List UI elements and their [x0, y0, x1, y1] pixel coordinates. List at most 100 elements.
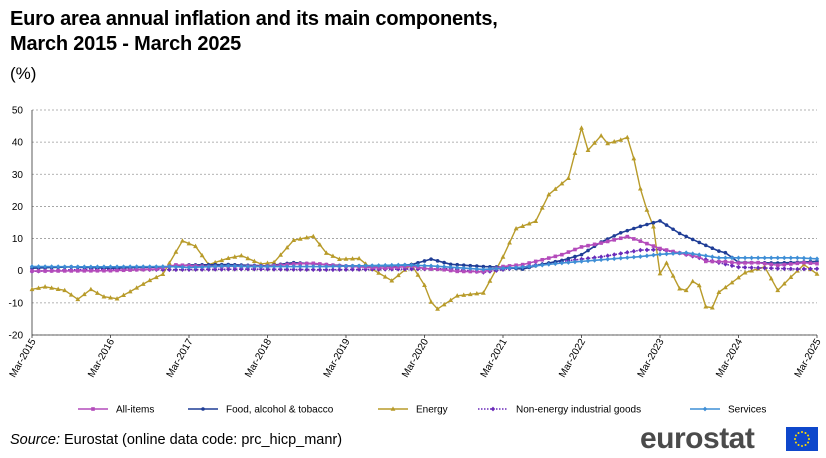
- data-point: [696, 282, 702, 288]
- legend-item-energy: Energy: [378, 405, 448, 416]
- data-point: [703, 253, 708, 259]
- data-point: [30, 269, 34, 273]
- data-point: [540, 262, 545, 268]
- data-point: [651, 252, 656, 258]
- data-point: [605, 239, 610, 244]
- x-tick-label: Mar-2021: [479, 337, 510, 380]
- chart-title: Euro area annual inflation and its main …: [10, 7, 710, 57]
- data-point: [546, 191, 552, 197]
- x-tick-label: Mar-2015: [8, 337, 39, 380]
- data-point: [723, 261, 728, 267]
- data-point: [624, 134, 630, 140]
- data-point: [382, 274, 388, 279]
- data-point: [520, 264, 525, 270]
- data-point: [658, 246, 662, 251]
- data-point: [677, 231, 682, 236]
- data-point: [415, 263, 421, 268]
- legend-label: Services: [728, 405, 766, 416]
- data-point: [318, 262, 322, 266]
- x-axis: Mar-2015 Mar-2016 Mar-2017 Mar-2018 Mar-2019…: [8, 334, 824, 380]
- data-point: [389, 262, 394, 268]
- data-point: [435, 267, 440, 272]
- data-point: [428, 263, 434, 269]
- data-point: [284, 264, 290, 269]
- data-point: [749, 268, 754, 273]
- data-point: [585, 258, 591, 264]
- data-point: [808, 266, 813, 272]
- data-point: [625, 234, 630, 239]
- data-point: [645, 241, 649, 246]
- data-point: [42, 264, 48, 270]
- data-point: [573, 247, 577, 252]
- data-point: [612, 252, 617, 258]
- data-point: [154, 264, 159, 269]
- data-point: [356, 255, 362, 261]
- x-tick-label: Mar-2017: [165, 337, 196, 380]
- legend-label: All-items: [116, 405, 154, 416]
- data-point: [376, 263, 381, 268]
- legend-item-services: Services: [690, 405, 766, 416]
- data-point: [180, 267, 185, 273]
- data-point: [723, 255, 728, 261]
- data-point: [657, 271, 663, 276]
- x-tick-label: Mar-2022: [557, 337, 588, 380]
- data-point: [631, 248, 637, 254]
- data-point: [494, 266, 499, 272]
- y-tick-label: -10: [9, 298, 24, 309]
- data-point: [166, 260, 172, 265]
- y-tick-label: 30: [12, 170, 24, 181]
- data-point: [671, 227, 675, 232]
- data-point: [592, 242, 597, 247]
- data-point: [467, 291, 473, 297]
- data-point: [560, 258, 564, 263]
- series-services: [29, 250, 820, 272]
- data-point: [756, 260, 760, 265]
- flag-star: [794, 441, 797, 444]
- data-point: [814, 256, 820, 262]
- data-point: [29, 264, 35, 269]
- legend-label: Energy: [416, 405, 448, 416]
- data-point: [500, 254, 506, 259]
- data-point: [415, 272, 421, 277]
- data-point: [815, 261, 819, 266]
- data-point: [729, 280, 735, 285]
- data-point: [625, 255, 630, 261]
- data-point: [428, 299, 434, 304]
- data-point: [802, 260, 806, 265]
- flag-star: [797, 431, 800, 434]
- data-point: [278, 252, 283, 257]
- data-point: [121, 292, 126, 297]
- data-point: [114, 296, 120, 301]
- data-point: [742, 270, 748, 275]
- data-point: [173, 249, 179, 254]
- data-point: [95, 290, 100, 295]
- flag-star: [794, 438, 796, 440]
- data-point: [68, 292, 74, 297]
- data-point: [710, 254, 715, 260]
- data-point: [89, 268, 93, 273]
- data-point: [337, 267, 342, 273]
- data-point: [468, 269, 473, 274]
- data-point: [121, 264, 126, 270]
- data-point: [487, 278, 493, 283]
- data-point: [69, 269, 74, 273]
- data-point: [730, 260, 734, 265]
- legend-marker: [201, 407, 205, 411]
- series-lines: [29, 125, 820, 311]
- data-point: [206, 264, 211, 270]
- x-tick-label: Mar-2023: [636, 337, 667, 380]
- data-point: [605, 140, 611, 146]
- data-point: [212, 264, 218, 269]
- logo-text: eurostat: [640, 422, 755, 455]
- data-point: [480, 290, 486, 295]
- data-point: [435, 306, 440, 311]
- data-point: [291, 267, 296, 272]
- data-point: [664, 251, 669, 257]
- data-point: [147, 264, 152, 270]
- data-point: [304, 235, 310, 240]
- data-point: [723, 259, 728, 264]
- data-point: [788, 274, 794, 279]
- data-point: [520, 262, 525, 267]
- data-point: [645, 222, 649, 227]
- data-point: [670, 251, 676, 256]
